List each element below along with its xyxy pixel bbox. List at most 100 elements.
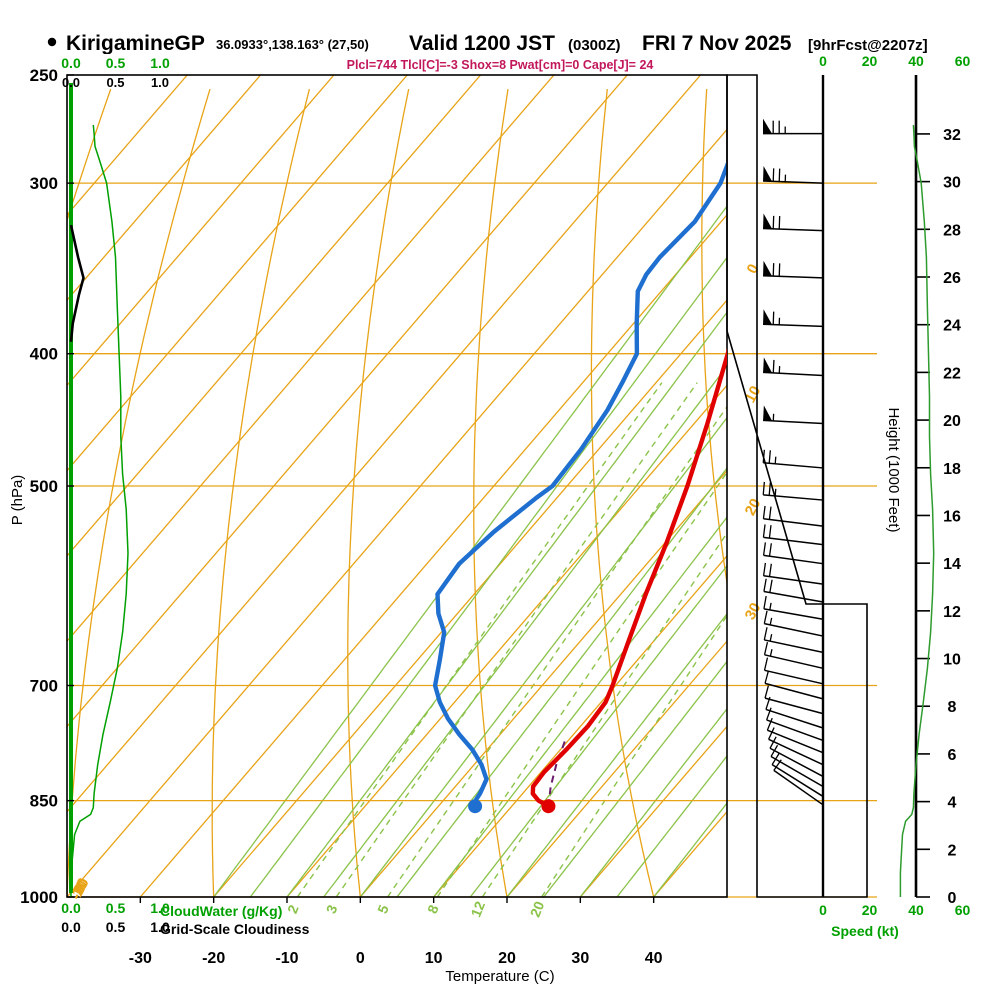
cloudiness-tick-bottom: 1.0	[150, 919, 170, 935]
moist-adiabat-line	[579, 707, 727, 897]
wind-barb	[769, 736, 824, 778]
pressure-tick-label: 850	[30, 792, 58, 811]
wind-barb	[763, 657, 824, 685]
valid-time: Valid 1200 JST	[409, 32, 555, 54]
station-marker-dot	[47, 37, 57, 47]
moist-adiabat-line	[543, 660, 727, 897]
wind-barb	[762, 524, 824, 546]
isotherm-line	[67, 75, 262, 302]
wind-panel-frame	[726, 74, 868, 898]
wind-barb	[764, 670, 824, 700]
pressure-axis: 250 300 400 500 700 850 1000	[20, 66, 74, 907]
cloudwater-tick-top: 1.0	[150, 55, 170, 71]
cloudwater-scale-bottom: 0.0 0.5 1.0	[61, 900, 170, 916]
isotherm-line	[67, 75, 408, 472]
isotherm-line	[579, 725, 727, 897]
wind-barb	[768, 727, 824, 766]
cloudwater-axis-title: CloudWater (g/Kg)	[160, 903, 282, 919]
moist-adiabat-line	[616, 754, 727, 897]
isotherm-line	[67, 75, 335, 387]
temperature-axis-title: Temperature (C)	[445, 968, 554, 985]
mixing-ratio-line	[541, 614, 727, 897]
cloudiness-tick-top: 1.0	[151, 75, 169, 90]
height-tick-label: 0	[948, 890, 957, 907]
dry-adiabat-line	[347, 88, 410, 897]
dry-adiabat-grid	[67, 88, 1000, 897]
height-tick-label: 18	[943, 461, 961, 478]
height-tick-label: 14	[943, 556, 961, 573]
speed-tick-top: 0	[819, 53, 827, 69]
moist-adiabat-line	[359, 416, 727, 897]
station-coordinates: 36.0933°,138.163° (27,50)	[216, 37, 369, 52]
speed-tick-top: 20	[862, 53, 878, 69]
wind-barb	[763, 578, 824, 603]
height-tick-label: 2	[948, 842, 957, 859]
station-name: KirigamineGP	[66, 32, 205, 54]
moist-adiabat-line	[653, 802, 727, 897]
pressure-axis-title: P (hPa)	[9, 475, 26, 526]
wind-barb	[762, 481, 824, 501]
wind-barb	[766, 717, 824, 754]
height-tick-label: 8	[948, 699, 957, 716]
cloudwater-tick-bottom: 0.5	[106, 900, 126, 916]
mixing-ratio-label: 8	[424, 902, 442, 915]
indices-text: Plcl=744 Tlcl[C]=-3 Shox=8 Pwat[cm]=0 Ca…	[347, 58, 654, 72]
wind-barb	[763, 166, 824, 184]
cloudiness-tick-top: 0.5	[106, 75, 124, 90]
moist-adiabat-line	[323, 364, 727, 897]
wind-barb	[763, 213, 824, 232]
cloudiness-curve	[69, 224, 85, 342]
mixing-ratio-label: 3	[323, 902, 341, 915]
valid-time-utc: (0300Z)	[568, 37, 621, 54]
mixing-ratio-label: 20	[527, 899, 548, 920]
wind-barb	[762, 562, 824, 585]
mixing-ratio-labels: 2 3 5 8 12 20	[284, 899, 548, 920]
wind-barb	[763, 118, 823, 135]
dry-adiabat-line	[905, 89, 1000, 897]
wind-barbs	[762, 118, 824, 806]
moist-adiabat-line	[286, 311, 727, 897]
speed-tick-bottom: 20	[862, 902, 878, 918]
cloudiness-scale-bottom: 0.0 0.5 1.0	[61, 919, 170, 935]
temperature-tick-label: -30	[129, 950, 152, 967]
speed-tick-top: 40	[908, 53, 924, 69]
wind-barb	[771, 753, 824, 798]
pressure-tick-label: 250	[30, 66, 58, 85]
height-tick-label: 10	[943, 652, 961, 669]
wind-barb	[764, 685, 824, 715]
speed-axis-title: Speed (kt)	[831, 923, 899, 939]
wind-barb	[762, 505, 824, 527]
header: KirigamineGP 36.0933°,138.163° (27,50) V…	[0, 28, 1000, 54]
dewpoint-curve	[432, 159, 727, 809]
surface-markers	[468, 799, 556, 814]
height-tick-label: 6	[948, 747, 957, 764]
mixing-ratio-grid	[296, 382, 727, 897]
cloudiness-tick-bottom: 0.5	[106, 919, 126, 935]
height-tick-label: 4	[948, 795, 957, 812]
height-tick-label: 20	[943, 413, 961, 430]
speed-tick-bottom: 40	[908, 902, 924, 918]
stability-indices: Plcl=744 Tlcl[C]=-3 Shox=8 Pwat[cm]=0 Ca…	[0, 57, 1000, 73]
isotherm-label-right: 0	[744, 261, 763, 276]
wind-barb	[765, 696, 824, 729]
mixing-ratio-label: 5	[374, 902, 392, 915]
temperature-tick-label: 40	[645, 950, 663, 967]
parcel-path-curve	[547, 737, 567, 807]
wind-barb	[763, 357, 824, 377]
valid-date: FRI 7 Nov 2025	[642, 32, 792, 54]
pressure-tick-label: 500	[30, 477, 58, 496]
mixing-ratio-label: 12	[467, 899, 488, 920]
isotherm-label-left: 10	[69, 878, 92, 901]
wind-barb	[763, 405, 824, 425]
wind-barb	[762, 449, 824, 469]
cloudwater-tick-top: 0.5	[106, 55, 126, 71]
cloudwater-tick-top: 0.0	[61, 55, 81, 71]
moist-adiabat-line	[469, 564, 727, 897]
isotherm-label-right: 30	[742, 600, 765, 623]
forecast-tag: [9hrFcst@2207z]	[808, 37, 928, 54]
temperature-curve	[530, 347, 727, 809]
dry-adiabat-line	[590, 89, 655, 897]
